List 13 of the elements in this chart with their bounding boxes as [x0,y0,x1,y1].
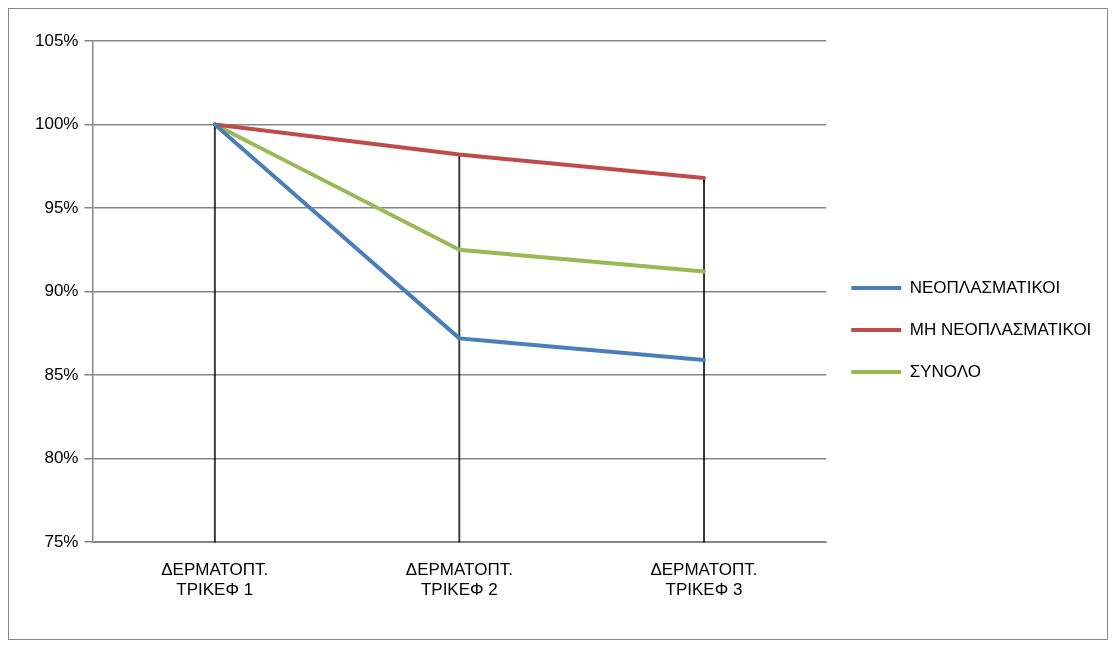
y-tick-label: 90% [44,281,79,301]
y-tick-label: 75% [44,531,79,551]
y-tick-label: 85% [44,364,79,384]
x-tick-label: ΔΕΡΜΑΤΟΠΤ. ΤΡΙΚΕΦ 1 [161,560,269,600]
y-tick-label: 105% [35,30,79,50]
x-tick-label: ΔΕΡΜΑΤΟΠΤ. ΤΡΙΚΕΦ 2 [405,560,513,600]
legend-label: ΣΥΝΟΛΟ [909,361,982,381]
y-tick-label: 100% [35,114,79,134]
legend-label: ΜΗ ΝΕΟΠΛΑΣΜΑΤΙΚΟΙ [909,319,1092,339]
legend-label: ΝΕΟΠΛΑΣΜΑΤΙΚΟΙ [909,277,1061,297]
y-tick-label: 95% [44,197,79,217]
y-tick-label: 80% [44,448,79,468]
x-tick-label: ΔΕΡΜΑΤΟΠΤ. ΤΡΙΚΕΦ 3 [650,560,758,600]
